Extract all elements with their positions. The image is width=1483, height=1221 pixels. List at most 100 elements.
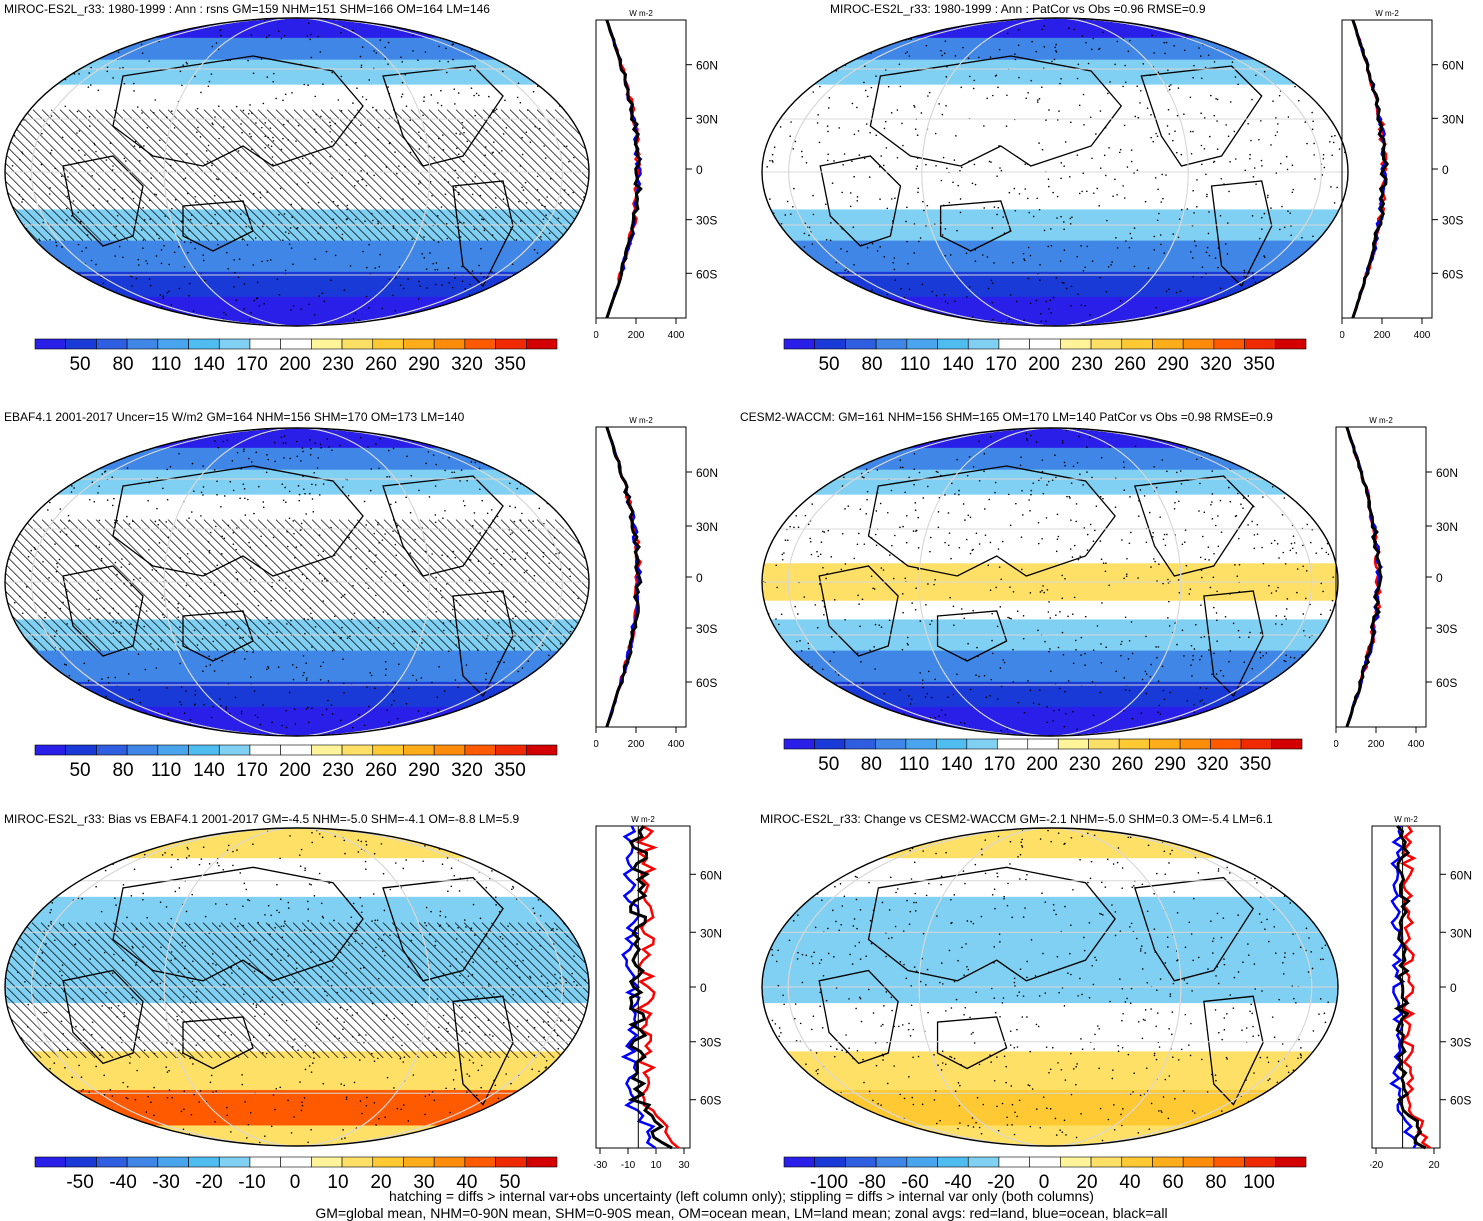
map-color-band: [5, 1051, 589, 1092]
colorbar-swatch: [34, 1156, 67, 1168]
colorbar-swatch: [814, 1156, 846, 1168]
colorbar: [783, 338, 1307, 350]
map-color-band: [5, 37, 589, 61]
map-color-band: [762, 1090, 1338, 1127]
colorbar-tick-label: 350: [494, 760, 526, 781]
colorbar-tick-label: 30: [413, 1172, 435, 1193]
colorbar-tick-label: 40: [456, 1172, 478, 1193]
colorbar-tick-label: 100: [1243, 1172, 1275, 1193]
colorbar-tick-label: -60: [901, 1172, 929, 1193]
zonal-x-tick: 200: [1368, 739, 1385, 750]
zonal-lat-tick: 30S: [696, 622, 717, 636]
colorbar-swatch: [845, 338, 877, 350]
colorbar-swatch: [157, 1156, 189, 1168]
zonal-unit-label: W m-2: [629, 416, 653, 425]
colorbar-tick-label: -20: [987, 1172, 1015, 1193]
colorbar-tick-label: 110: [898, 754, 930, 775]
zonal-lat-tick: 0: [1436, 571, 1443, 585]
map-color-band: [5, 1090, 589, 1127]
zonal-x-tick: -30: [594, 1160, 608, 1171]
colorbar-tick-label: 140: [940, 754, 973, 775]
colorbar-labels: 50 80 110 140 170 200 230 260 290 320 350: [783, 754, 1301, 778]
coastline: [939, 200, 1012, 252]
panel-title: CESM2-WACCM: GM=161 NHM=156 SHM=165 OM=1…: [740, 410, 1273, 424]
colorbar: [34, 744, 558, 756]
zonal-all-curve: [605, 426, 643, 728]
map-color-band: [762, 1125, 1338, 1146]
colorbar-swatch: [188, 338, 220, 350]
colorbar-swatch: [1182, 1156, 1215, 1168]
zonal-unit-label: W m-2: [1375, 9, 1399, 18]
colorbar-tick-label: 110: [150, 354, 182, 375]
zonal-mean-plot: W m-2 60N 30N 0 30S 60S 0 200 400: [594, 9, 718, 341]
colorbar-swatch: [157, 744, 189, 756]
zonal-x-tick: 30: [678, 1160, 690, 1171]
colorbar-swatch: [1088, 738, 1120, 750]
zonal-lat-tick: 30N: [1436, 520, 1458, 534]
colorbar-tick-label: 20: [370, 1172, 392, 1193]
colorbar-swatch: [464, 1156, 496, 1168]
colorbar-tick-label: -20: [195, 1172, 223, 1193]
colorbar-swatch: [218, 744, 251, 756]
colorbar-tick-label: -10: [238, 1172, 266, 1193]
colorbar-tick-label: 320: [451, 354, 483, 375]
zonal-unit-label: W m-2: [1369, 416, 1393, 425]
colorbar-swatch: [1121, 1156, 1153, 1168]
zonal-lat-tick: 60S: [1436, 676, 1457, 690]
coastline: [936, 610, 1008, 662]
zonal-lat-tick: 0: [696, 571, 703, 585]
colorbar-swatch: [1210, 738, 1242, 750]
colorbar-swatch: [157, 338, 189, 350]
colorbar-swatch: [1029, 338, 1061, 350]
colorbar-swatch: [1240, 738, 1272, 750]
colorbar-swatch: [1027, 738, 1059, 750]
colorbar-swatch: [525, 744, 558, 756]
colorbar-swatch: [126, 1156, 159, 1168]
zonal-lat-tick: 0: [1450, 981, 1457, 995]
colorbar-swatch: [96, 338, 128, 350]
panel-2: MIROC-ES2L_r33: 1980-1999 : Ann : PatCor…: [745, 0, 1483, 395]
map-color-band: [762, 619, 1338, 652]
colorbar-tick-label: 290: [408, 354, 440, 375]
map-color-band: [5, 469, 589, 496]
map-color-band: [762, 109, 1348, 155]
panel-title: MIROC-ES2L_r33: Bias vs EBAF4.1 2001-201…: [4, 812, 520, 826]
colorbar-swatch: [967, 338, 1000, 350]
zonal-land-curve: [1345, 426, 1382, 728]
map-color-band: [762, 681, 1338, 708]
colorbar-tick-label: 50: [69, 354, 91, 375]
colorbar-swatch: [996, 738, 1029, 750]
coastline: [452, 995, 514, 1106]
coastline: [382, 65, 504, 167]
colorbar-tick-label: 50: [499, 1172, 521, 1193]
colorbar-swatch: [783, 338, 816, 350]
colorbar-swatch: [906, 1156, 938, 1168]
colorbar-labels: -50 -40 -30 -20 -10 0 10 20 30 40 50: [34, 1172, 556, 1196]
coastline: [1210, 180, 1273, 288]
colorbar-swatch: [1274, 338, 1307, 350]
panel-title: EBAF4.1 2001-2017 Uncer=15 W/m2 GM=164 N…: [4, 410, 465, 424]
colorbar-swatch: [814, 338, 846, 350]
colorbar-swatch: [249, 338, 281, 350]
colorbar-tick-label: 50: [818, 754, 840, 775]
panel-6: MIROC-ES2L_r33: Change vs CESM2-WACCM GM…: [745, 810, 1483, 1195]
colorbar-swatch: [495, 338, 527, 350]
colorbar-tick-label: -40: [109, 1172, 137, 1193]
colorbar-swatch: [495, 744, 527, 756]
zonal-unit-label: W m-2: [1394, 815, 1418, 824]
map-color-band: [762, 896, 1338, 943]
colorbar-tick-label: 80: [112, 354, 134, 375]
zonal-lat-tick: 60S: [1442, 267, 1463, 281]
colorbar-tick-label: 290: [1154, 754, 1186, 775]
colorbar-swatch: [875, 1156, 908, 1168]
map-color-band: [5, 447, 589, 471]
zonal-all-curve: [605, 19, 643, 319]
colorbar-swatch: [525, 338, 558, 350]
robinson-map: [761, 827, 1339, 1147]
colorbar-tick-label: -50: [66, 1172, 94, 1193]
map-color-band: [5, 519, 589, 565]
colorbar-tick-label: 200: [279, 354, 311, 375]
colorbar-tick-label: 0: [289, 1172, 301, 1193]
zonal-ocean-curve: [1389, 825, 1419, 1149]
zonal-lat-tick: 60S: [1450, 1094, 1471, 1108]
